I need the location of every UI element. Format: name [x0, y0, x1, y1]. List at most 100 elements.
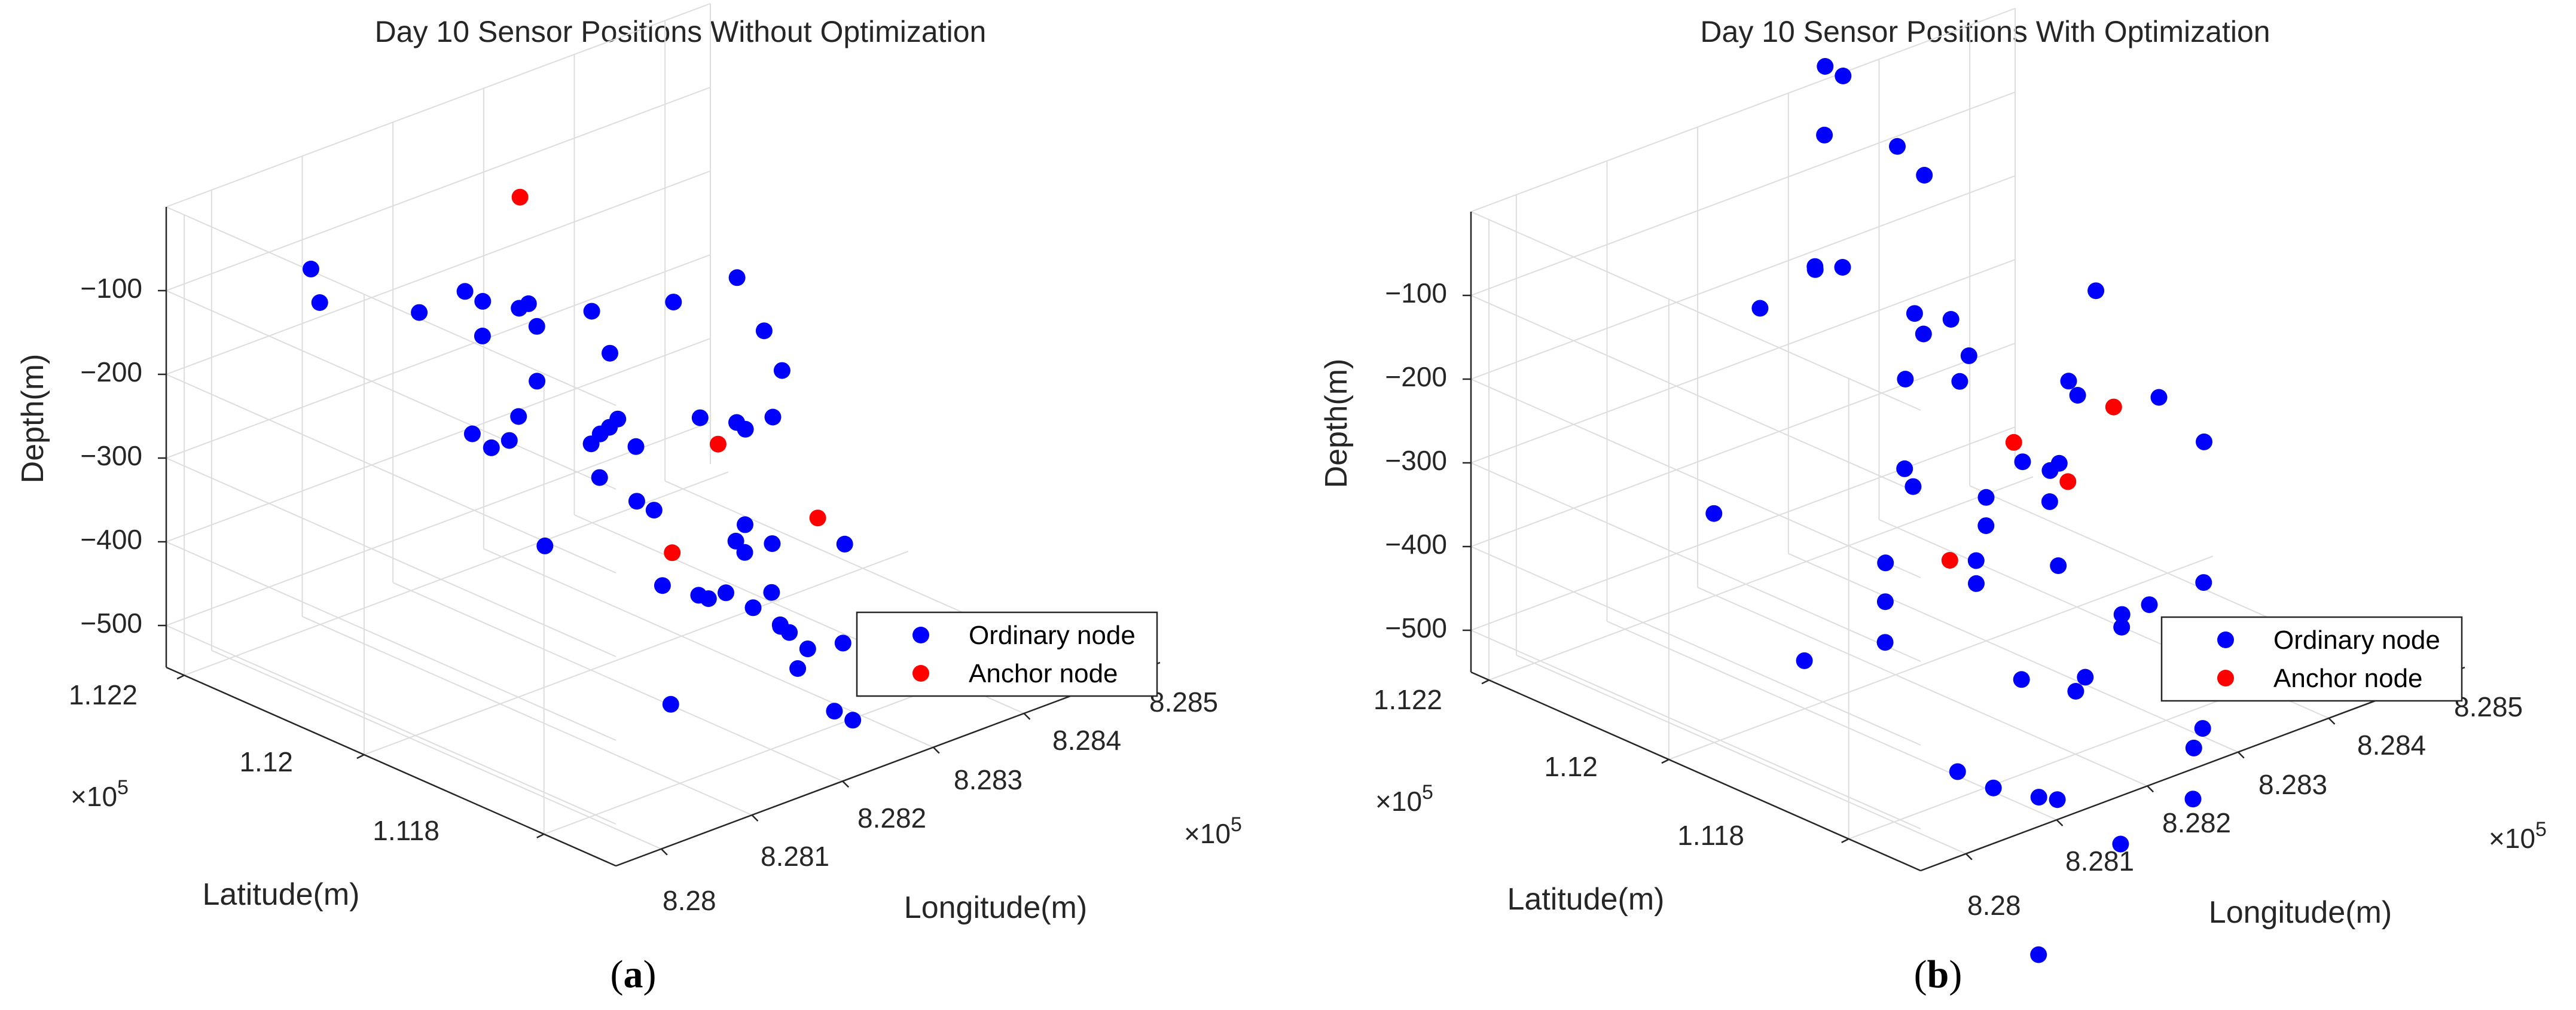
grid-line: [166, 422, 711, 626]
ordinary-node-point: [2050, 557, 2067, 574]
x-tick-label: 8.283: [954, 764, 1023, 795]
legend-marker-ordinary: [912, 627, 929, 643]
grid-line: [1788, 553, 2239, 753]
ordinary-node-point: [2077, 669, 2094, 686]
ordinary-node-point: [2195, 574, 2212, 591]
ordinary-node-point: [2013, 671, 2030, 688]
z-tick-label: −100: [80, 273, 142, 304]
grid: [166, 3, 1115, 850]
grid-line: [166, 457, 616, 657]
ordinary-node-point: [1889, 138, 1906, 155]
grid-line: [166, 625, 616, 825]
x-tick-label: 8.285: [2454, 691, 2523, 722]
anchor-node-point: [511, 188, 529, 206]
panel-label-a: (a): [611, 953, 657, 996]
z-tick-label: −300: [1385, 445, 1447, 476]
ordinary-node-point: [1942, 311, 1960, 328]
ordinary-node-point: [601, 419, 618, 436]
x-tick-label: 8.281: [2065, 846, 2134, 877]
ordinary-node-point: [411, 304, 428, 321]
ordinary-node-point: [529, 373, 546, 390]
grid-line: [1470, 259, 2016, 463]
z-tick-label: −100: [1385, 277, 1447, 309]
y-axis-line: [1470, 671, 1921, 872]
ordinary-node-point: [645, 502, 663, 519]
y-multiplier: ×105: [71, 776, 129, 812]
ordinary-node-point: [1960, 347, 1977, 364]
x-tick: [932, 746, 940, 754]
ordinary-node-point: [1896, 460, 1913, 477]
grid-line: [1470, 630, 1921, 829]
y-tick-label: 1.122: [1374, 684, 1442, 715]
grid-line: [1470, 546, 1921, 746]
y-tick: [356, 753, 365, 759]
ordinary-node-point: [2014, 453, 2031, 471]
x-tick-label: 8.285: [1149, 686, 1218, 718]
ordinary-node-point: [1817, 58, 1834, 75]
anchor-node-point: [1941, 552, 1958, 569]
ordinary-node-point: [1806, 261, 1824, 278]
grid-line: [166, 541, 616, 741]
y-tick: [536, 833, 545, 838]
x-multiplier: ×105: [1184, 813, 1242, 849]
anchor-node-point: [709, 435, 727, 453]
ordinary-node-point: [1968, 575, 1985, 592]
y-axis-label: Latitude(m): [203, 877, 360, 912]
ordinary-node-point: [1796, 652, 1813, 669]
grid-line: [1697, 587, 2148, 787]
panel-b: Day 10 Sensor Positions With Optimizatio…: [1319, 8, 2547, 996]
x-multiplier: ×105: [2489, 818, 2547, 854]
ordinary-node-point: [728, 269, 746, 286]
data-points: [303, 188, 862, 729]
anchor-node-point: [2059, 473, 2077, 490]
ordinary-node-point: [727, 532, 744, 550]
ordinary-node-point: [1834, 259, 1851, 276]
ordinary-node-point: [1897, 371, 1914, 387]
panel-a: Day 10 Sensor Positions Without Optimiza…: [16, 3, 1242, 996]
ordinary-node-point: [665, 294, 682, 311]
ordinary-node-point: [836, 535, 853, 553]
z-tick-label: −200: [1385, 361, 1447, 392]
ordinary-node-point: [303, 260, 319, 277]
grid-line: [166, 170, 711, 375]
z-tick-label: −500: [1385, 612, 1447, 643]
anchor-node-point: [2105, 398, 2122, 416]
y-tick: [1841, 838, 1849, 843]
ordinary-node-point: [1915, 325, 1932, 343]
x-axis-label: Longitude(m): [2209, 895, 2392, 930]
ordinary-node-point: [763, 584, 780, 601]
x-tick-label: 8.282: [2162, 807, 2231, 838]
anchor-node-point: [809, 509, 826, 527]
grid-line: [1470, 91, 2016, 296]
x-tick: [2237, 751, 2245, 759]
ordinary-node-point: [1967, 552, 1985, 569]
x-tick-label: 8.28: [1967, 890, 2021, 921]
box-edge: [166, 3, 711, 208]
ordinary-node-point: [728, 414, 745, 431]
legend-marker-anchor: [912, 665, 929, 682]
ordinary-node-point: [773, 362, 790, 379]
ordinary-node-point: [2069, 387, 2086, 404]
legend-marker-ordinary: [2217, 631, 2234, 648]
anchor-node-point: [2005, 434, 2022, 451]
ordinary-node-point: [737, 516, 753, 533]
grid-line: [302, 616, 752, 816]
ordinary-node-point: [2041, 493, 2058, 510]
grid-line: [166, 338, 711, 542]
ordinary-node-point: [474, 292, 492, 310]
ordinary-node-point: [536, 537, 554, 554]
legend-entry-ordinary: Ordinary node: [2273, 625, 2440, 655]
box-edge: [1470, 211, 1921, 411]
ordinary-node-point: [662, 695, 679, 713]
ordinary-node-point: [1835, 68, 1852, 84]
y-tick-label: 1.12: [1544, 751, 1598, 782]
anchor-node-point: [664, 544, 681, 562]
x-tick: [1965, 853, 1973, 861]
ordinary-node-point: [1985, 779, 2002, 797]
y-multiplier: ×105: [1375, 781, 1433, 817]
y-tick-label: 1.122: [69, 679, 138, 710]
ordinary-node-point: [520, 295, 537, 312]
grid-line: [364, 551, 909, 756]
ordinary-node-point: [1904, 478, 1922, 495]
ordinary-node-point: [2060, 373, 2077, 390]
